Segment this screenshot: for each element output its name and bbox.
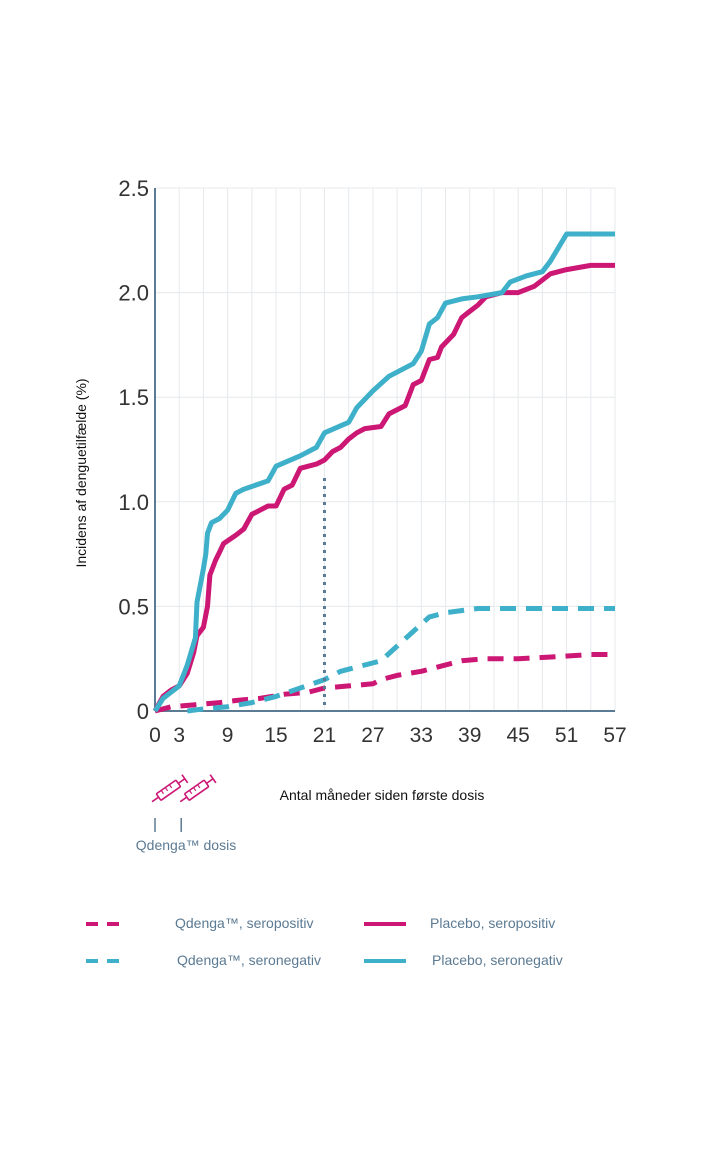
axes — [154, 188, 615, 712]
y-tick-label: 1.0 — [118, 490, 149, 515]
dose-markers — [151, 774, 217, 832]
legend-label: Placebo, seronegativ — [432, 952, 563, 968]
y-tick-label: 2.0 — [118, 281, 149, 306]
legend-label: Qdenga™, seronegativ — [177, 952, 321, 968]
x-tick-label: 39 — [458, 724, 481, 747]
series-line-2 — [186, 606, 615, 714]
x-tick-label: 15 — [264, 724, 287, 747]
syringe-handle — [181, 774, 189, 784]
syringe-needle — [151, 796, 160, 803]
syringe-mark — [164, 787, 169, 792]
dose-label: Qdenga™ dosis — [136, 837, 236, 853]
syringe-mark — [197, 784, 201, 789]
grid — [155, 187, 616, 711]
legend-label: Qdenga™, seropositiv — [175, 915, 314, 931]
legend-label: Placebo, seropositiv — [430, 915, 555, 931]
syringe-mark — [168, 784, 173, 789]
syringe-mark — [188, 790, 193, 795]
legend: Qdenga™, seropositiv Placebo, seropositiv… — [86, 915, 563, 968]
y-tick-label: 2.5 — [118, 176, 149, 201]
syringe-plunger — [206, 778, 214, 785]
syringe-mark — [193, 787, 197, 792]
y-tick-label: 0.5 — [118, 594, 149, 619]
x-tick-label: 27 — [361, 724, 384, 747]
x-tick-label: 9 — [222, 724, 234, 747]
x-tick-label: 21 — [313, 724, 336, 747]
syringe-barrel — [184, 779, 210, 801]
x-tick-label: 51 — [555, 724, 578, 747]
x-tick-label: 45 — [506, 724, 529, 747]
series-line-1 — [154, 652, 615, 714]
x-tick-label: 3 — [173, 724, 185, 747]
tick-labels: 00.51.01.52.02.50 3 9 15 21 27 33 39 45 51 57 — [118, 176, 626, 747]
y-tick-label: 1.5 — [118, 385, 149, 410]
series-line-4 — [152, 231, 615, 713]
series-lines — [152, 231, 615, 714]
x-tick-label: 0 — [149, 724, 161, 747]
syringe-barrel — [155, 779, 181, 801]
x-axis-label: Antal måneder siden første dosis — [280, 787, 485, 803]
syringe-handle — [209, 774, 217, 784]
x-tick-label: 57 — [603, 724, 626, 747]
series-line-3 — [152, 262, 615, 713]
syringe-plunger — [177, 778, 186, 785]
syringe-mark — [160, 790, 165, 795]
syringe-icon — [151, 774, 189, 803]
y-axis-label: Incidens af denguetilfælde (%) — [73, 378, 89, 567]
syringe-icon — [179, 774, 217, 803]
syringe-needle — [179, 796, 188, 803]
x-tick-label: 33 — [410, 724, 433, 747]
y-tick-label: 0 — [137, 699, 149, 724]
